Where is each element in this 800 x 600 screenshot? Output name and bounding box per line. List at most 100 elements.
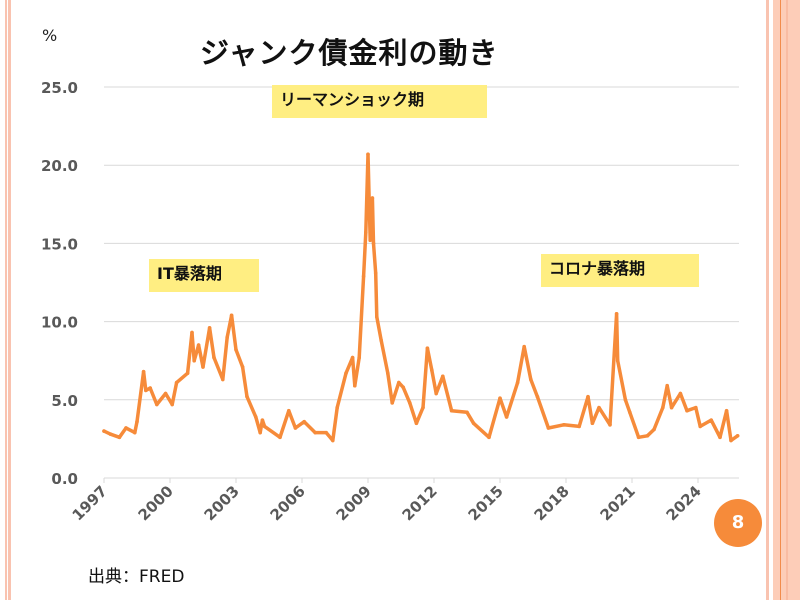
data-point	[421, 405, 425, 410]
data-point	[357, 355, 362, 360]
data-point	[735, 433, 740, 438]
data-point	[465, 410, 469, 415]
data-point	[608, 423, 612, 427]
data-point	[262, 424, 267, 429]
data-point	[313, 430, 318, 435]
x-tick-label: 2015	[465, 482, 507, 524]
data-point	[535, 394, 540, 399]
x-tick-label: 2006	[267, 482, 309, 524]
slide-title: ジャンク債金利の動き	[200, 36, 499, 70]
data-point	[240, 365, 245, 369]
data-point	[408, 401, 412, 405]
data-point	[163, 391, 168, 396]
data-point	[144, 388, 148, 393]
data-point	[234, 347, 238, 352]
data-point	[324, 430, 329, 435]
data-point	[370, 196, 375, 200]
right-border-accent	[780, 0, 781, 600]
y-axis-unit-label: %	[42, 26, 58, 45]
data-point	[221, 377, 225, 382]
x-tick-label: 2012	[399, 482, 441, 524]
x-tick-label: 2003	[201, 482, 243, 524]
data-point	[441, 374, 445, 379]
y-tick-label: 25.0	[41, 79, 78, 97]
data-point	[434, 391, 439, 396]
data-point	[293, 426, 298, 430]
data-point	[170, 402, 174, 407]
data-point	[117, 435, 122, 440]
data-point	[124, 426, 128, 430]
y-tick-labels: 0.0 5.0 10.0 15.0 20.0 25.0	[41, 79, 78, 488]
data-point	[577, 424, 581, 429]
x-tick-label: 2024	[663, 482, 705, 524]
series-group	[102, 152, 740, 443]
data-point	[133, 430, 137, 435]
annotation-lehman-shock: リーマンショック期	[272, 85, 487, 118]
data-point	[669, 405, 674, 410]
data-point	[487, 435, 491, 440]
data-point	[665, 383, 669, 388]
data-point	[350, 355, 355, 360]
y-tick-label: 20.0	[41, 157, 78, 175]
data-point	[190, 330, 194, 335]
data-point	[225, 335, 229, 340]
page-number-badge: 8	[714, 499, 762, 547]
y-tick-label: 5.0	[51, 392, 78, 410]
annotation-it-crash: IT暴落期	[149, 259, 259, 292]
data-point	[155, 402, 159, 407]
data-point	[449, 408, 454, 413]
source-citation: 出典：FRED	[88, 567, 185, 587]
data-point	[386, 371, 390, 376]
data-point	[245, 394, 249, 399]
data-point	[207, 326, 212, 330]
data-point	[636, 435, 641, 440]
data-point	[141, 369, 146, 374]
data-point	[371, 241, 376, 246]
data-point	[425, 346, 430, 350]
data-point	[353, 383, 357, 388]
data-point	[471, 421, 476, 426]
x-tick-label: 1997	[69, 482, 111, 524]
data-point	[375, 315, 379, 319]
data-point	[401, 385, 406, 390]
data-point	[287, 408, 291, 413]
data-point	[135, 419, 139, 424]
data-point	[258, 430, 263, 435]
data-point	[652, 427, 656, 432]
x-tick-labels: 1997 2000 2003 2006 2009 2012 2015 2018 2021 2024	[69, 482, 705, 524]
y-tick-label: 10.0	[41, 314, 78, 332]
data-point	[661, 405, 665, 410]
data-point	[724, 408, 729, 413]
data-point	[302, 419, 307, 424]
x-tick-label: 2009	[333, 482, 375, 524]
data-point	[366, 152, 370, 157]
data-point	[379, 338, 384, 343]
data-point	[368, 238, 373, 243]
data-point	[414, 421, 419, 426]
data-point	[590, 421, 595, 426]
data-point	[546, 426, 551, 430]
data-point	[108, 432, 113, 437]
left-border-band	[8, 0, 11, 600]
data-point	[390, 401, 395, 405]
data-point	[729, 438, 733, 443]
data-point	[185, 371, 190, 376]
data-point	[614, 311, 619, 316]
annotation-corona-crash: コロナ暴落期	[541, 254, 699, 287]
data-point	[260, 418, 265, 422]
y-tick-label: 15.0	[41, 235, 78, 253]
data-point	[515, 380, 520, 385]
x-tick-label: 2021	[597, 482, 639, 524]
data-point	[597, 405, 601, 410]
data-point	[522, 344, 526, 349]
data-point	[229, 313, 234, 318]
left-border-line	[5, 0, 7, 600]
data-point	[678, 391, 683, 396]
data-point	[364, 230, 368, 235]
data-point	[628, 410, 632, 415]
data-point	[586, 394, 590, 399]
data-point	[254, 415, 258, 419]
data-point	[645, 433, 650, 438]
data-point	[685, 408, 689, 413]
data-point	[397, 380, 401, 385]
